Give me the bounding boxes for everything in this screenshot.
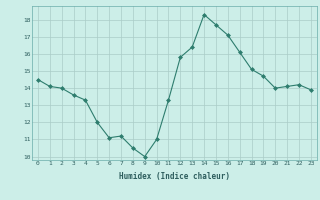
X-axis label: Humidex (Indice chaleur): Humidex (Indice chaleur) bbox=[119, 172, 230, 181]
